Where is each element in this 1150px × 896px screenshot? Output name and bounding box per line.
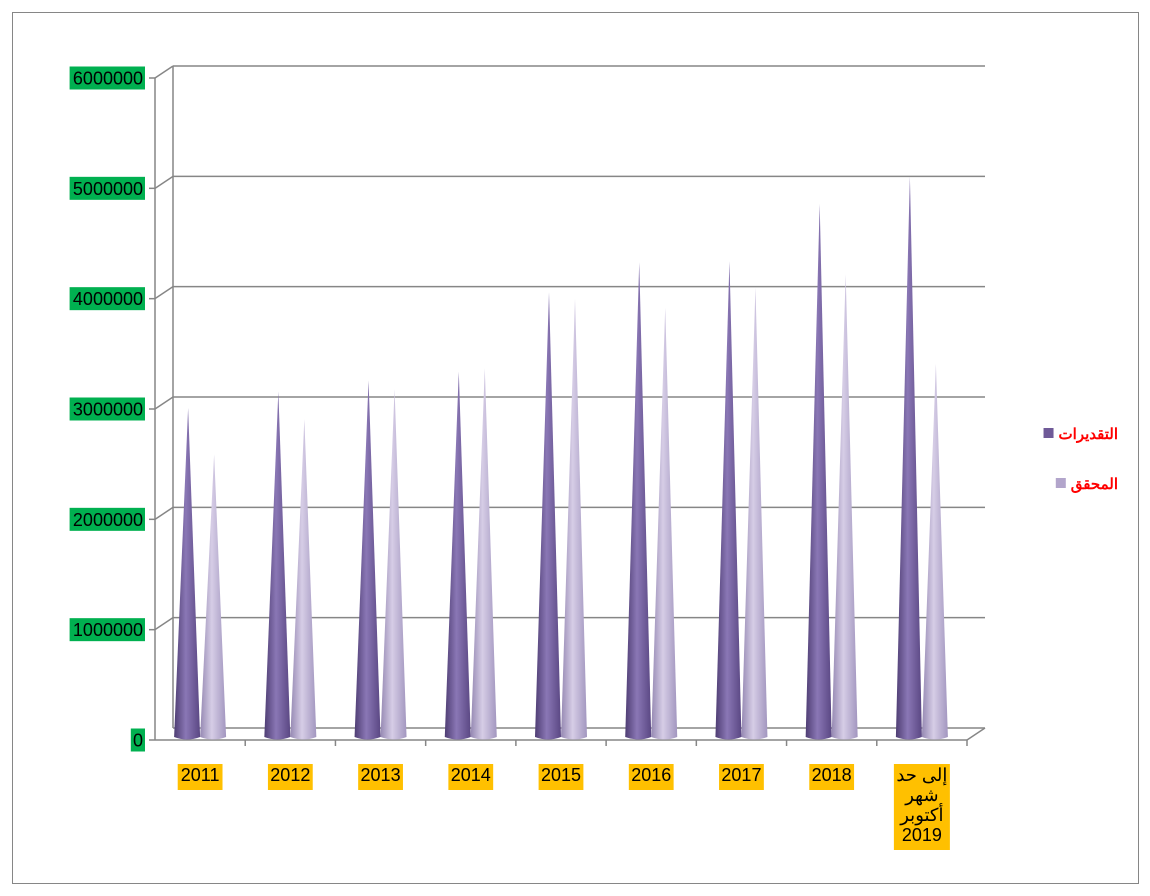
x-tick-label: 2013 <box>361 765 401 785</box>
legend-swatch <box>1043 428 1054 438</box>
y-tick-label: 0 <box>133 731 143 751</box>
cone-actual <box>561 298 587 740</box>
cone-estimates <box>174 408 201 740</box>
cone-actual <box>741 287 768 740</box>
cone-estimates <box>535 292 561 740</box>
x-tick-label: 2018 <box>812 765 852 785</box>
y-tick-label: 6000000 <box>73 69 143 89</box>
x-tick-label-bg <box>719 764 764 790</box>
cone-estimates <box>715 261 742 740</box>
cone-estimates <box>805 203 832 740</box>
bars <box>174 176 948 740</box>
cone-actual <box>651 307 678 740</box>
y-tick-label: 1000000 <box>73 620 143 640</box>
x-tick-label-bg <box>538 764 584 790</box>
y-tick-labels: 0 1000000 2000000 3000000 4000000 5000000 6000… <box>69 66 145 752</box>
y-tick-label-bg <box>69 287 145 311</box>
y-tick-label: 3000000 <box>73 400 143 420</box>
x-tick-label-bg <box>448 764 494 790</box>
x-tick-label: إلى حد شهر أكتوبر 2019 <box>896 765 947 845</box>
legend: التقديرات المحقق <box>1043 426 1118 493</box>
cone-actual <box>831 274 858 740</box>
x-tick-label: 2012 <box>270 765 310 785</box>
y-tick-label: 4000000 <box>73 289 143 309</box>
gridline-depth <box>154 396 174 410</box>
x-tick-label-bg <box>177 764 223 790</box>
x-tick-label: 2011 <box>181 765 220 785</box>
cone-actual <box>380 389 407 740</box>
y-tick-label: 5000000 <box>73 179 143 199</box>
y-tick-label-bg <box>69 507 145 531</box>
y-tick-label-bg <box>69 66 145 90</box>
cone-estimates <box>625 262 652 740</box>
cone-actual <box>470 368 497 740</box>
y-tick-label-bg <box>69 618 145 642</box>
cone-actual <box>200 454 227 740</box>
x-tick-label: 2017 <box>721 765 761 785</box>
x-tick-labels: 2011 2012 2013 2014 2015 2016 2017 2018 إلى حد شه… <box>177 764 950 850</box>
x-tick-label: 2016 <box>631 765 671 785</box>
gridline-depth <box>154 175 174 189</box>
gridline-depth <box>154 506 174 520</box>
cone-actual <box>290 419 317 740</box>
x-tick-label: 2014 <box>451 765 491 785</box>
cone-estimates <box>354 380 381 740</box>
x-tick-label-bg <box>809 764 855 790</box>
x-tick-label: 2015 <box>541 765 581 785</box>
gridline-depth <box>154 286 174 300</box>
cone-estimates <box>895 176 922 740</box>
cone-estimates <box>444 371 471 740</box>
y-tick-label-bg <box>130 728 145 752</box>
legend-swatch <box>1055 478 1066 488</box>
cone-estimates <box>264 391 291 740</box>
gridline-depth <box>154 617 174 631</box>
x-tick-label-bg <box>358 764 403 790</box>
cone-actual <box>921 363 948 740</box>
legend-label: التقديرات <box>1059 426 1118 443</box>
gridline-depth <box>154 65 174 79</box>
y-tick-label-bg <box>69 397 145 421</box>
x-tick-label-bg <box>628 764 674 790</box>
floor-right <box>966 727 986 741</box>
legend-label: المحقق <box>1071 476 1118 493</box>
x-tick-label-bg <box>893 764 950 850</box>
y-tick-label: 2000000 <box>73 510 143 530</box>
x-tick-label-bg <box>267 764 313 790</box>
y-tick-label-bg <box>69 176 145 200</box>
